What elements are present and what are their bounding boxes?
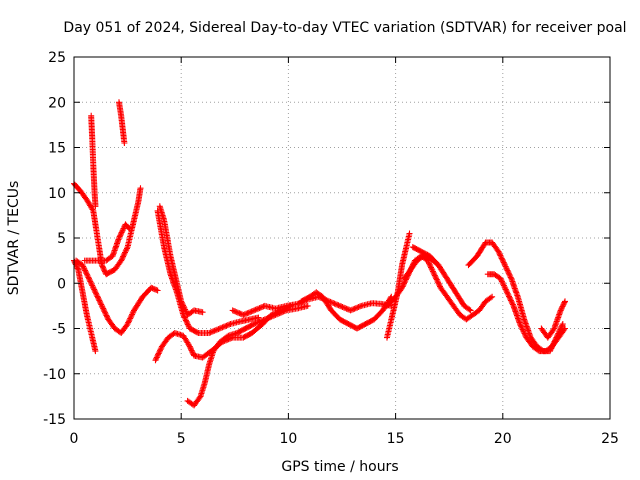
data-marker-path <box>484 271 568 355</box>
series-track-7 <box>154 207 262 336</box>
x-tick-label: 15 <box>387 431 405 447</box>
data-marker-path <box>298 289 395 332</box>
y-tick-label: -5 <box>52 322 66 338</box>
x-tick-label: 0 <box>70 431 79 447</box>
series-track-13 <box>384 230 413 341</box>
series-track-18 <box>484 271 568 355</box>
series-track-9 <box>152 302 294 364</box>
series-track-6 <box>81 221 133 264</box>
x-axis-label: GPS time / hours <box>281 459 398 475</box>
series-track-17 <box>465 239 566 355</box>
y-tick-label: 25 <box>48 50 66 66</box>
data-marker-path <box>465 239 566 355</box>
series-track-16 <box>409 244 442 269</box>
axis-ticks: 0 5 10 15 20 25 -15 -10 -5 0 5 10 15 20 25 <box>43 50 619 447</box>
series-track-19 <box>538 298 568 341</box>
x-tick-label: 5 <box>177 431 186 447</box>
data-marker-path <box>73 257 161 336</box>
series-track-4 <box>116 99 128 146</box>
data-marker-path <box>184 302 311 409</box>
data-marker-path <box>88 112 99 210</box>
y-tick-label: 5 <box>57 231 66 247</box>
data-marker-path <box>538 298 568 341</box>
series-track-10 <box>184 302 311 409</box>
x-tick-label: 25 <box>601 431 619 447</box>
data-marker-path <box>384 230 413 341</box>
series-track-3 <box>88 112 99 210</box>
grid-lines <box>74 57 610 419</box>
data-marker-path <box>116 99 128 146</box>
data-marker-path <box>81 221 133 264</box>
chart-title: Day 051 of 2024, Sidereal Day-to-day VTE… <box>63 20 626 36</box>
y-tick-label: 0 <box>57 276 66 292</box>
series-track-12 <box>298 289 395 332</box>
data-marker-path <box>156 203 206 318</box>
x-tick-label: 20 <box>494 431 512 447</box>
y-axis-label: SDTVAR / TECUs <box>6 181 22 296</box>
data-marker-path <box>152 302 294 364</box>
x-tick-label: 10 <box>279 431 297 447</box>
data-points <box>71 99 568 409</box>
series-track-5 <box>73 257 161 336</box>
y-tick-label: 20 <box>48 95 66 111</box>
y-tick-label: 15 <box>48 141 66 157</box>
y-tick-label: 10 <box>48 186 66 202</box>
y-tick-label: -10 <box>43 367 66 383</box>
y-tick-label: -15 <box>43 412 66 428</box>
data-marker-path <box>154 207 262 336</box>
series-track-8 <box>156 203 206 318</box>
data-marker-path <box>409 244 442 269</box>
